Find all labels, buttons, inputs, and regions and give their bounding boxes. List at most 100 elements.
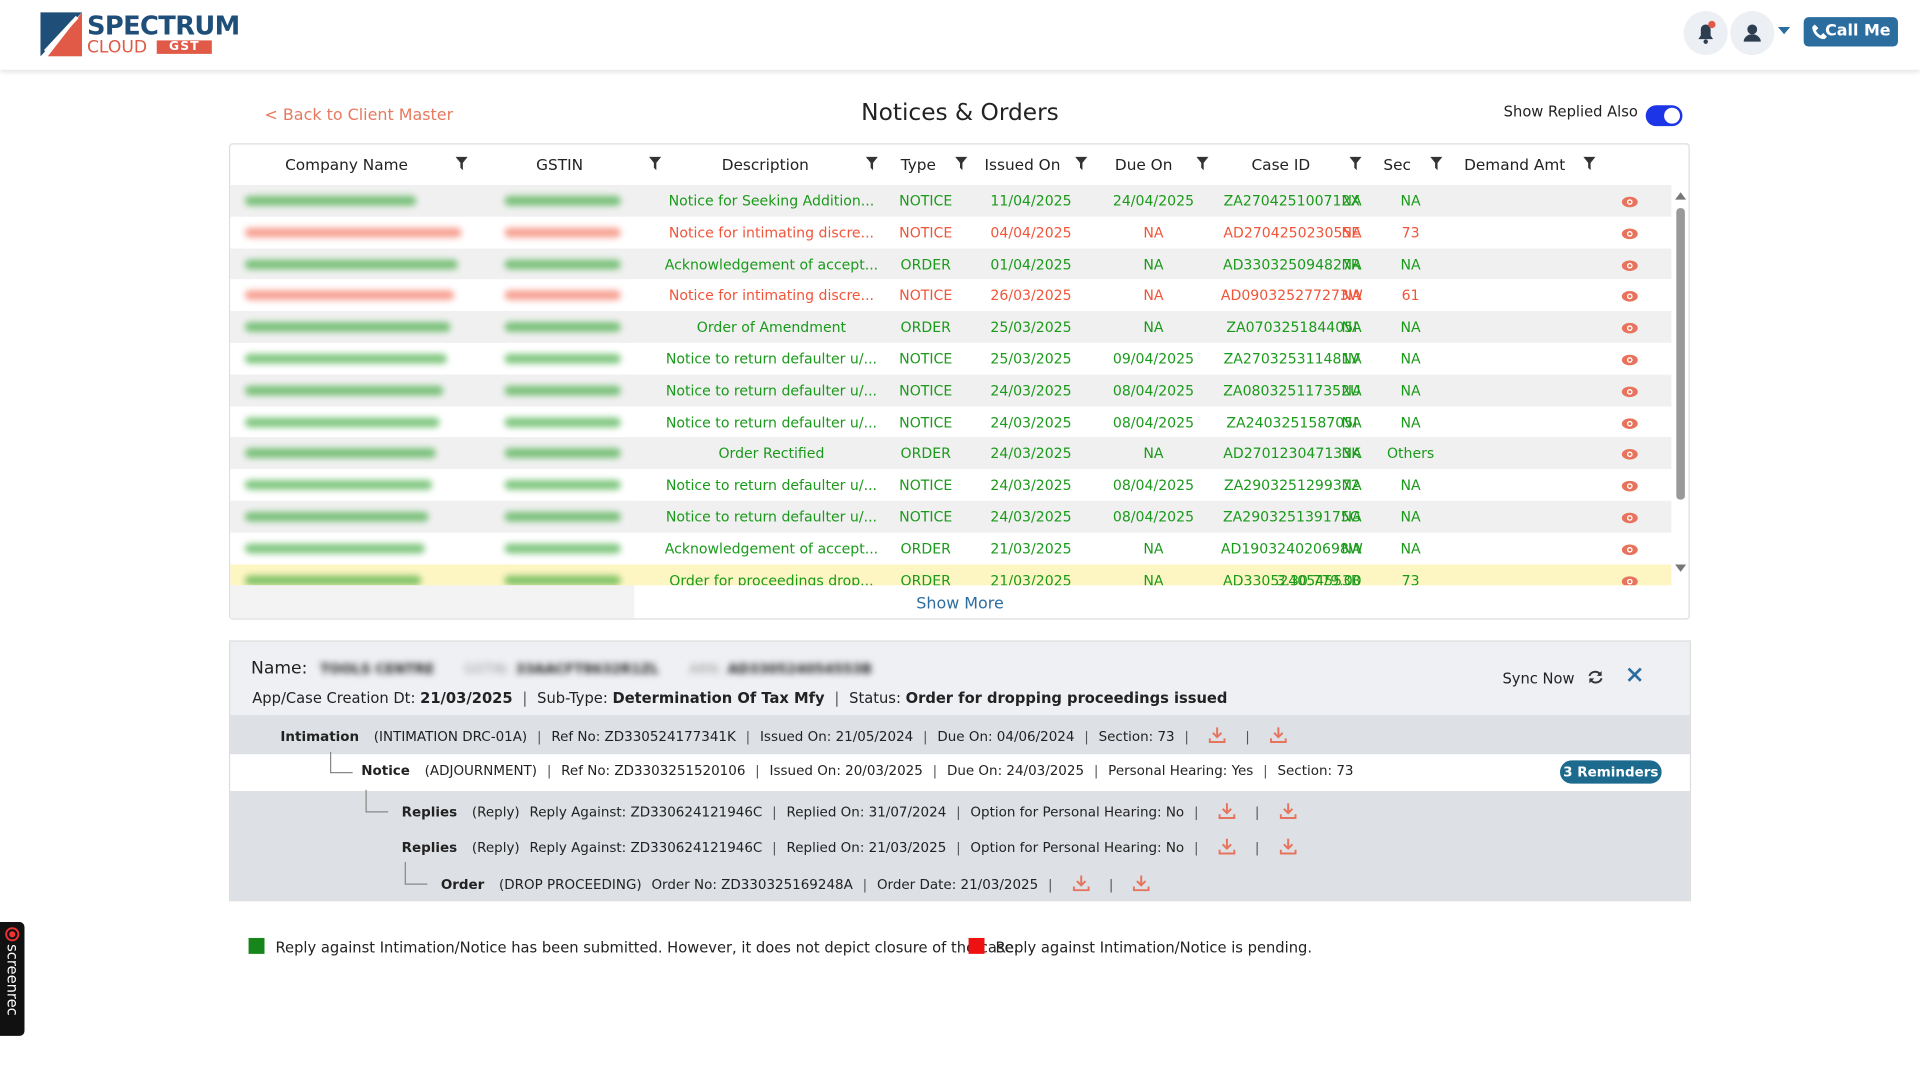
gstin-label: GSTIN: — [464, 661, 510, 677]
download-icon[interactable] — [1218, 802, 1235, 823]
cell: NA — [1401, 540, 1421, 557]
separator: | — [755, 763, 760, 779]
cell: Order for proceedings drop... — [669, 571, 873, 585]
profile[interactable] — [1730, 11, 1774, 55]
filter-icon[interactable] — [1075, 157, 1087, 174]
table-row[interactable]: Notice for intimating discre...NOTICE04/… — [230, 216, 1671, 248]
view-icon[interactable] — [1621, 384, 1638, 401]
cell: NOTICE — [899, 413, 952, 430]
back-link[interactable]: < Back to Client Master — [264, 107, 453, 125]
filter-icon[interactable] — [1349, 157, 1361, 174]
gstin-value: 33AACFT8632R1ZL — [516, 661, 659, 677]
cell: ZA270425100712X — [1224, 192, 1360, 209]
filter-icon[interactable] — [649, 157, 661, 174]
table-row[interactable]: Acknowledgement of accept...ORDER21/03/2… — [230, 532, 1671, 564]
replied-toggle[interactable] — [1646, 105, 1683, 126]
view-icon[interactable] — [1621, 321, 1638, 338]
view-icon[interactable] — [1621, 542, 1638, 559]
cell: 24/03/2025 — [990, 413, 1071, 430]
cell: NOTICE — [899, 508, 952, 525]
cell: NA — [1401, 508, 1421, 525]
separator: | — [1084, 729, 1089, 745]
table-row[interactable]: Notice to return defaulter u/...NOTICE24… — [230, 374, 1671, 406]
download-icon[interactable] — [1279, 802, 1296, 823]
cell: ZA270325311481V — [1224, 350, 1360, 367]
meta-value: 21/03/2025 — [420, 689, 513, 706]
sync-now[interactable]: Sync Now — [1502, 669, 1603, 687]
blurred-gstin — [504, 354, 620, 364]
column-header: Due On — [1115, 156, 1173, 174]
logo-name: SPECTRUM — [87, 11, 240, 40]
blurred-company — [245, 385, 443, 395]
view-icon[interactable] — [1621, 258, 1638, 275]
filter-icon[interactable] — [1583, 157, 1595, 174]
view-icon[interactable] — [1621, 416, 1638, 433]
table-row[interactable]: Notice to return defaulter u/...NOTICE24… — [230, 501, 1671, 533]
table-row[interactable]: Order RectifiedORDER24/03/2025NAAD270123… — [230, 438, 1671, 470]
download-icon[interactable] — [1072, 874, 1089, 895]
table-row[interactable]: Notice to return defaulter u/...NOTICE25… — [230, 343, 1671, 375]
table-row[interactable]: Notice to return defaulter u/...NOTICE24… — [230, 406, 1671, 438]
cell: NA — [1341, 382, 1361, 399]
filter-icon[interactable] — [1196, 157, 1208, 174]
view-icon[interactable] — [1621, 226, 1638, 243]
filter-icon[interactable] — [456, 157, 468, 174]
filter-icon[interactable] — [955, 157, 967, 174]
download-icon[interactable] — [1269, 726, 1286, 747]
name-line: Name: TOOLS CENTRE GSTIN: 33AACFT8632R1Z… — [251, 659, 872, 679]
item-field: Ref No: ZD330524177341K — [551, 729, 735, 745]
cell: NA — [1341, 445, 1361, 462]
table-row[interactable]: Notice for Seeking Addition...NOTICE11/0… — [230, 185, 1671, 217]
cell: 24/03/2025 — [990, 477, 1071, 494]
scrollbar[interactable] — [1674, 191, 1687, 575]
download-icon[interactable] — [1209, 726, 1226, 747]
blurred-gstin — [504, 385, 620, 395]
table-row[interactable]: Notice to return defaulter u/...NOTICE24… — [230, 469, 1671, 501]
cell: 24/03/2025 — [990, 445, 1071, 462]
view-icon[interactable] — [1621, 479, 1638, 496]
filter-icon[interactable] — [866, 157, 878, 174]
item-label: Order — [441, 877, 485, 893]
table-row[interactable]: Notice for intimating discre...NOTICE26/… — [230, 280, 1671, 312]
view-icon[interactable] — [1621, 511, 1638, 528]
legend-swatch — [969, 938, 985, 954]
item-kind: (Reply) — [472, 840, 520, 856]
logo-icon — [40, 12, 82, 56]
cell: 73 — [1402, 224, 1420, 241]
separator: | — [1048, 877, 1053, 893]
cell: ZA070325184405I — [1226, 319, 1357, 336]
recorder-tab[interactable]: screenrec — [0, 922, 24, 1036]
download-icon[interactable] — [1218, 838, 1235, 859]
cell: NA — [1401, 350, 1421, 367]
table-row[interactable]: Order for proceedings drop...ORDER21/03/… — [230, 564, 1671, 585]
item-field: Section: 73 — [1277, 763, 1353, 779]
view-icon[interactable] — [1621, 195, 1638, 212]
show-more[interactable]: Show More — [857, 595, 1063, 613]
view-icon[interactable] — [1621, 574, 1638, 586]
blurred-gstin — [504, 291, 620, 301]
cell: Notice for Seeking Addition... — [669, 192, 875, 209]
view-icon[interactable] — [1621, 353, 1638, 370]
cell: NA — [1143, 540, 1163, 557]
filter-icon[interactable] — [1430, 157, 1442, 174]
cell: AD270123047133K — [1223, 445, 1360, 462]
table-row[interactable]: Order of AmendmentORDER25/03/2025NAZA070… — [230, 311, 1671, 343]
view-icon[interactable] — [1621, 289, 1638, 306]
download-icon[interactable] — [1279, 838, 1296, 859]
blurred-company — [245, 291, 454, 301]
separator: | — [956, 804, 961, 820]
download-icon[interactable] — [1133, 874, 1150, 895]
reminders-badge[interactable]: 3 Reminders — [1560, 760, 1662, 783]
item-label: Replies — [402, 804, 458, 820]
profile-caret[interactable] — [1778, 27, 1790, 34]
cell: 73 — [1402, 571, 1420, 585]
tree-item: Order(DROP PROCEEDING)Order No: ZD330325… — [441, 874, 1160, 895]
blurred-gstin — [504, 322, 620, 332]
close-button[interactable] — [1627, 667, 1642, 682]
call-me-button[interactable]: Call Me — [1804, 17, 1898, 46]
cell: ORDER — [901, 445, 951, 462]
notifications[interactable] — [1684, 11, 1728, 55]
table-row[interactable]: Acknowledgement of accept...ORDER01/04/2… — [230, 248, 1671, 280]
cell: NOTICE — [899, 382, 952, 399]
view-icon[interactable] — [1621, 447, 1638, 464]
